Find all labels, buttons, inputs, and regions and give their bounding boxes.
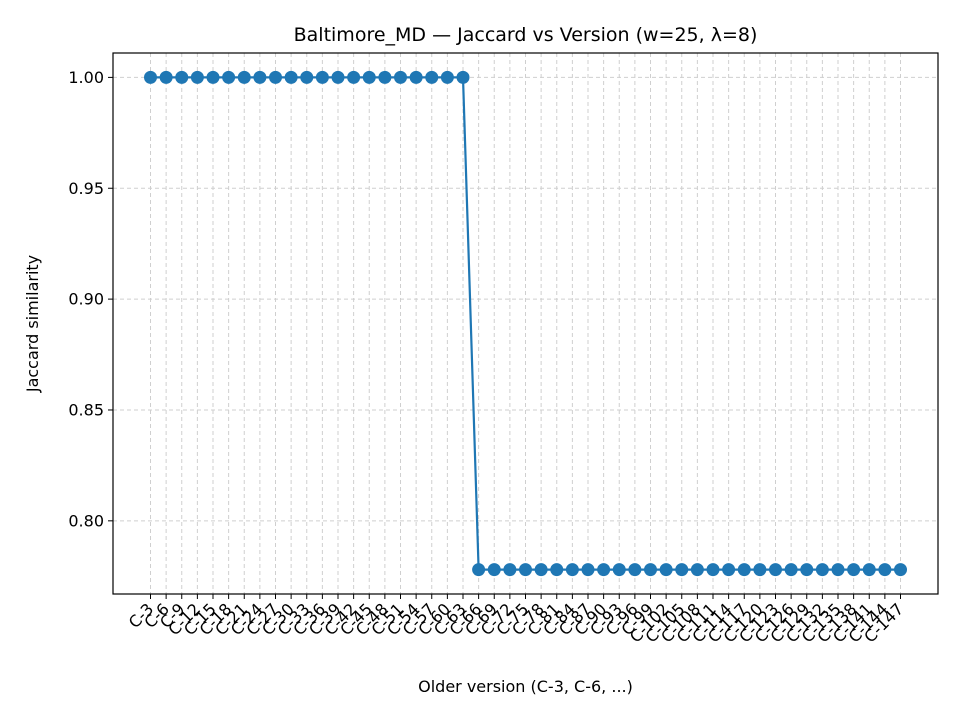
grid — [113, 53, 938, 594]
data-point — [503, 563, 517, 577]
data-point — [347, 70, 361, 84]
data-points — [144, 70, 907, 577]
data-point — [456, 70, 470, 84]
data-point — [190, 70, 204, 84]
data-point — [362, 70, 376, 84]
data-point — [675, 563, 689, 577]
data-point — [284, 70, 298, 84]
data-point — [144, 70, 157, 84]
data-point — [253, 70, 267, 84]
data-point — [409, 70, 423, 84]
data-point — [269, 70, 282, 84]
data-point — [519, 563, 532, 577]
y-axis: 0.80 0.85 0.90 0.95 1.00 — [68, 68, 113, 530]
data-point — [331, 70, 345, 84]
data-point — [800, 563, 814, 577]
data-point — [300, 70, 314, 84]
data-point — [753, 563, 767, 577]
data-point — [206, 70, 220, 84]
data-point — [862, 563, 876, 577]
y-tick-label: 0.95 — [68, 179, 104, 198]
y-tick-label: 0.85 — [68, 400, 104, 419]
data-point — [644, 563, 657, 577]
data-point — [737, 563, 751, 577]
data-point — [394, 70, 407, 84]
data-point — [237, 70, 251, 84]
x-axis-label: Older version (C-3, C-6, ...) — [418, 677, 633, 696]
data-point — [175, 70, 189, 84]
data-point — [878, 563, 892, 577]
data-point — [628, 563, 642, 577]
y-tick-label: 1.00 — [68, 68, 104, 87]
y-tick-label: 0.90 — [68, 290, 104, 309]
y-axis-label: Jaccard similarity — [23, 255, 42, 393]
data-point — [487, 563, 501, 577]
data-point — [534, 563, 548, 577]
data-point — [550, 563, 564, 577]
data-point — [831, 563, 845, 577]
data-point — [659, 563, 673, 577]
data-point — [847, 563, 861, 577]
data-point — [690, 563, 704, 577]
data-point — [815, 563, 829, 577]
data-point — [159, 70, 173, 84]
data-point — [597, 563, 611, 577]
data-point — [769, 563, 782, 577]
data-point — [440, 70, 454, 84]
y-tick-label: 0.80 — [68, 511, 104, 530]
data-point — [722, 563, 736, 577]
data-point — [581, 563, 595, 577]
data-point — [472, 563, 486, 577]
data-point — [706, 563, 720, 577]
data-point — [565, 563, 579, 577]
data-point — [784, 563, 798, 577]
data-point — [315, 70, 329, 84]
chart-title: Baltimore_MD — Jaccard vs Version (w=25,… — [294, 24, 758, 46]
data-point — [222, 70, 236, 84]
data-point — [378, 70, 392, 84]
data-point — [612, 563, 626, 577]
data-point — [894, 563, 907, 577]
data-point — [425, 70, 439, 84]
